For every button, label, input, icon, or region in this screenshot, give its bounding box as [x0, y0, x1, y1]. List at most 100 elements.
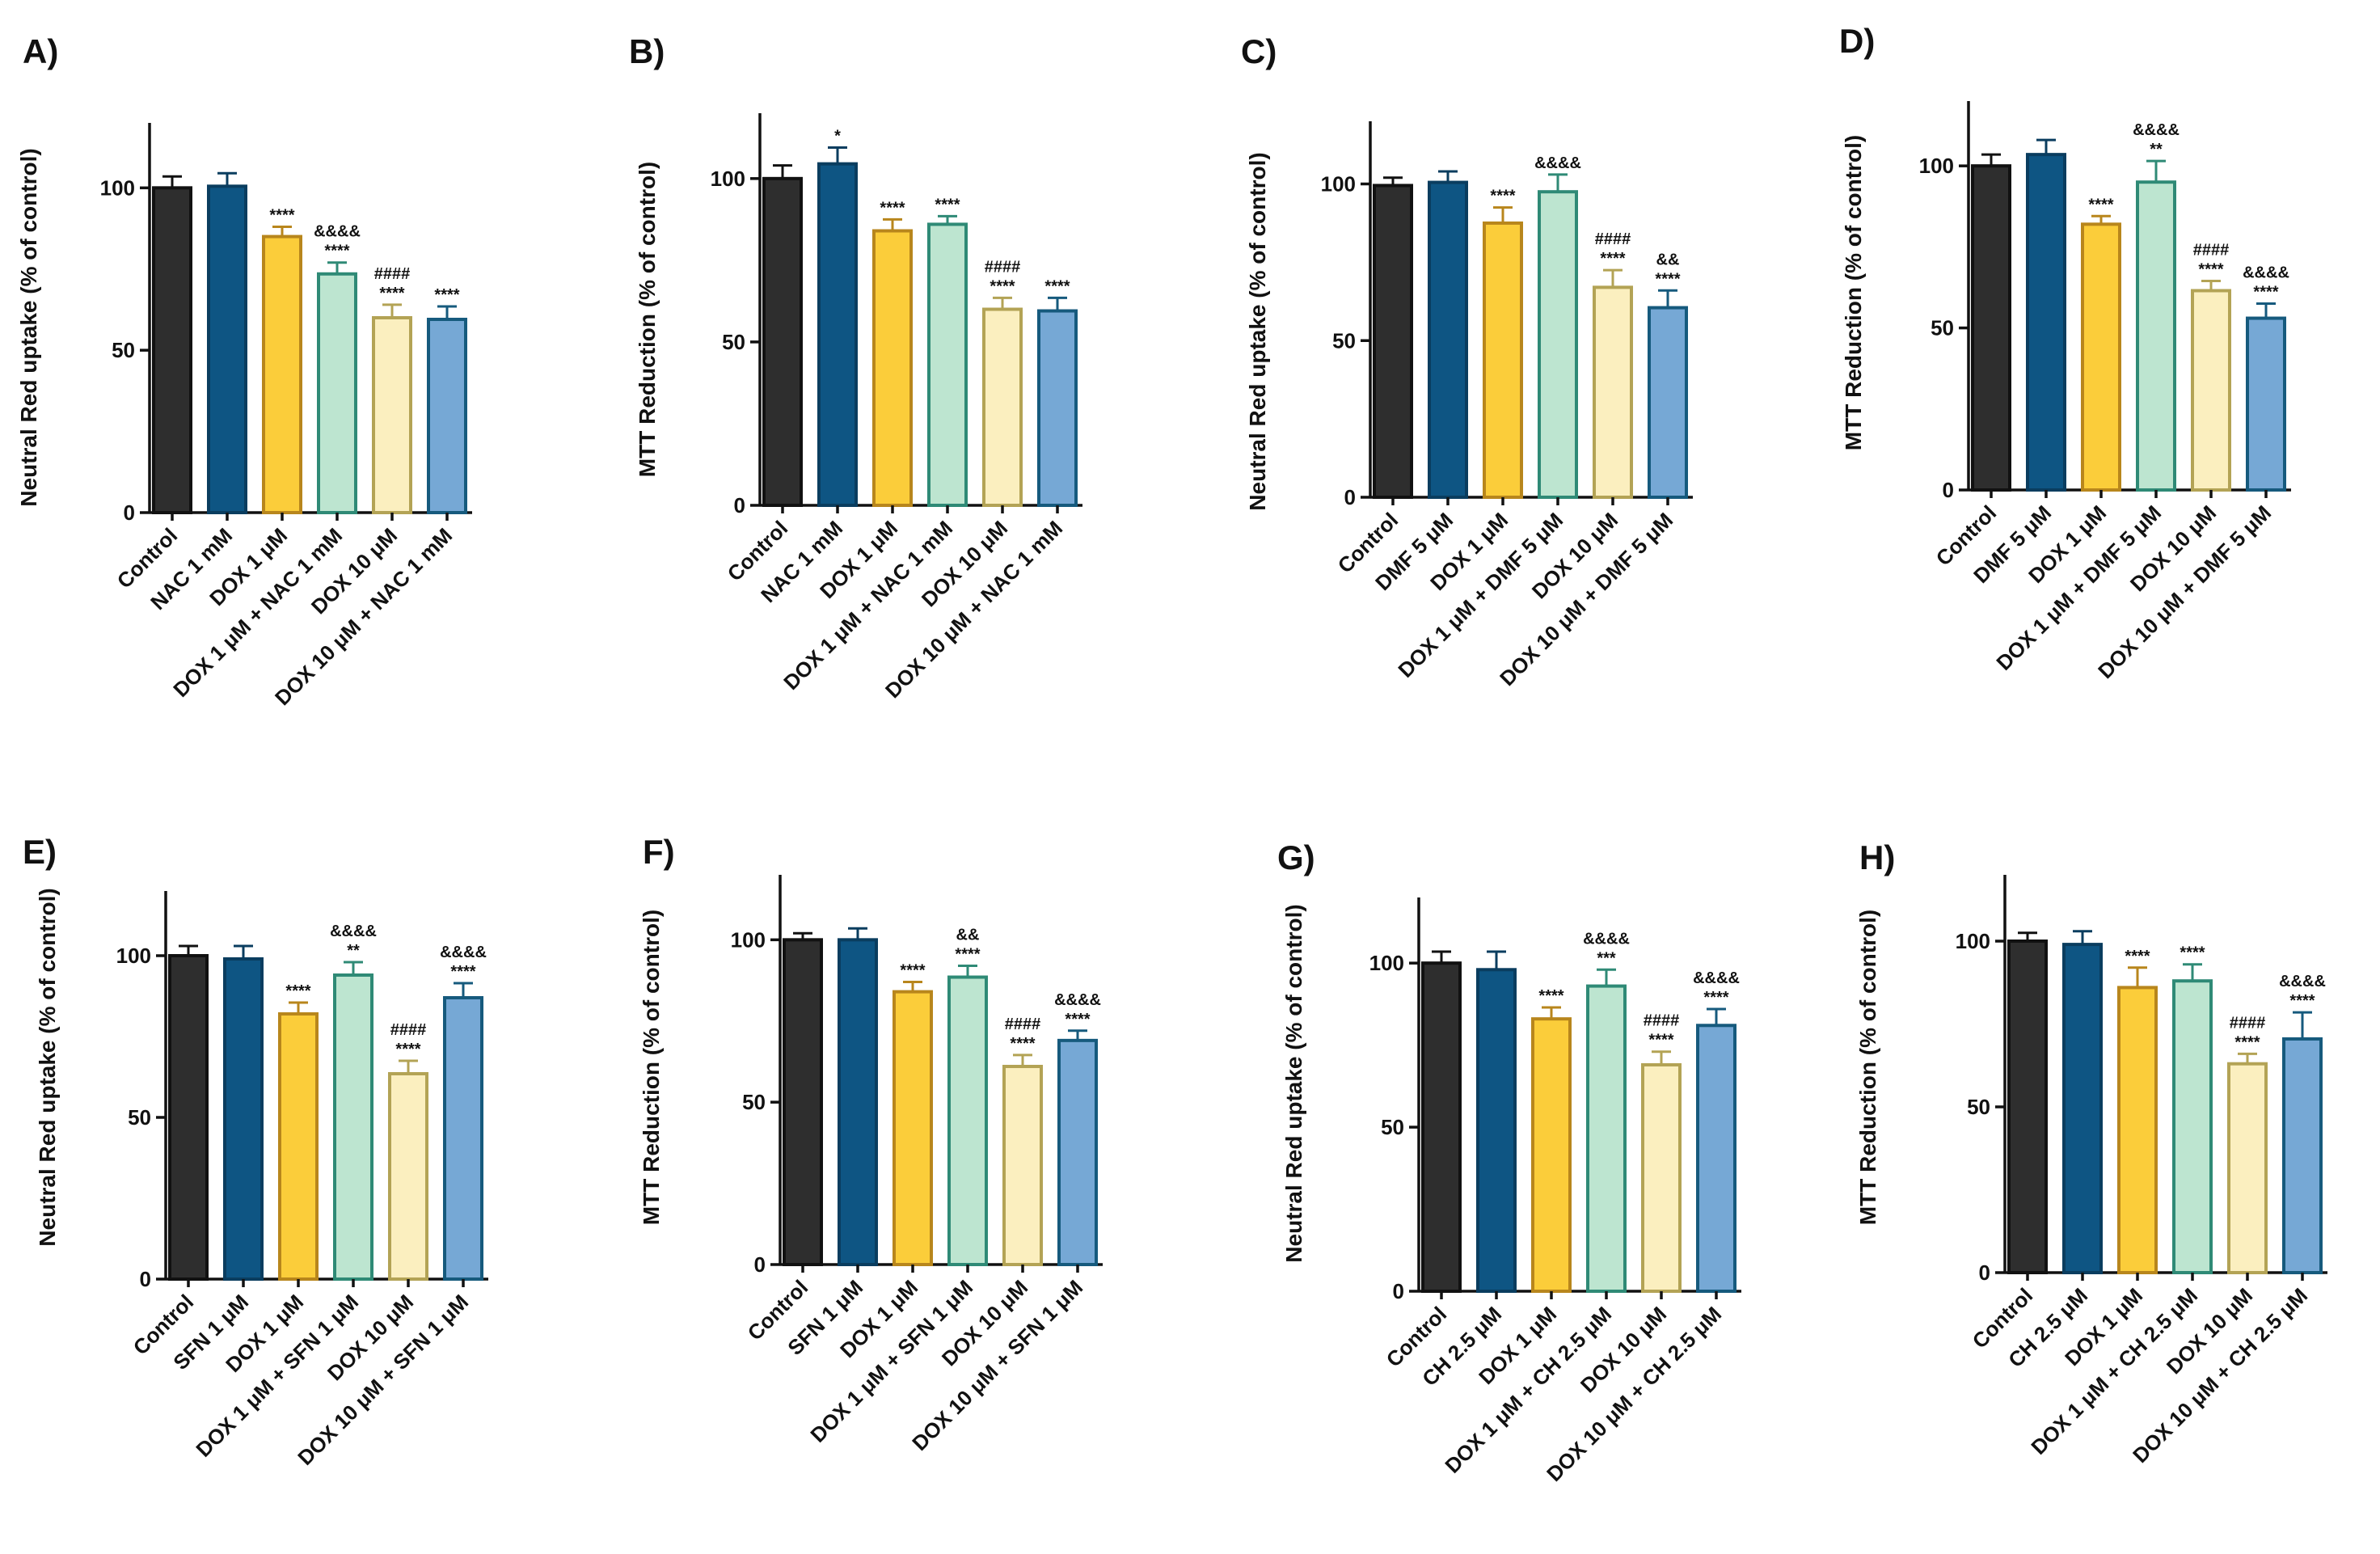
- panel-label: A): [23, 32, 58, 70]
- y-axis-title: MTT Reduction (% of control): [639, 910, 664, 1225]
- significance-marker: ****: [450, 963, 475, 981]
- significance-marker: ####: [1005, 1016, 1041, 1033]
- y-axis-title: Neutral Red uptake (% of control): [1281, 904, 1306, 1262]
- panel-label: G): [1277, 838, 1315, 876]
- bar: [278, 1012, 319, 1281]
- significance-marker: ****: [269, 207, 294, 225]
- significance-marker: ****: [2180, 944, 2205, 962]
- y-tick-label: 0: [1344, 485, 1356, 509]
- bar: [838, 938, 878, 1267]
- significance-marker: ****: [434, 286, 459, 304]
- panel-label: E): [23, 833, 57, 871]
- bar: [2282, 1037, 2323, 1274]
- y-tick-label: 0: [124, 500, 135, 525]
- bar: [892, 990, 933, 1266]
- significance-marker: &&&&: [1054, 991, 1101, 1009]
- significance-marker: ****: [935, 196, 960, 213]
- bar: [333, 973, 373, 1281]
- y-axis-title: Neutral Red uptake (% of control): [35, 888, 60, 1246]
- significance-marker: ****: [955, 945, 980, 963]
- y-tick-label: 100: [100, 175, 135, 200]
- significance-marker: *: [834, 127, 841, 145]
- bar: [1476, 968, 1517, 1293]
- significance-marker: ****: [1703, 989, 1728, 1007]
- bar: [223, 957, 264, 1281]
- panel-label: C): [1241, 32, 1277, 70]
- significance-marker: &&&&: [330, 923, 377, 940]
- bar: [1057, 1038, 1098, 1266]
- y-tick-label: 0: [1393, 1279, 1404, 1303]
- significance-marker: ####: [985, 258, 1021, 276]
- significance-marker: &&&&: [440, 944, 487, 961]
- bar: [262, 234, 302, 514]
- significance-marker: ***: [1597, 949, 1616, 967]
- bar: [2246, 316, 2286, 492]
- significance-marker: ****: [880, 199, 905, 217]
- bar: [982, 307, 1023, 507]
- y-tick-label: 50: [128, 1105, 151, 1130]
- significance-marker: ****: [324, 243, 349, 260]
- bar: [388, 1072, 428, 1281]
- y-tick-label: 100: [711, 167, 745, 191]
- y-tick-label: 50: [1931, 316, 1954, 340]
- y-tick-label: 50: [722, 330, 745, 354]
- bar: [947, 975, 988, 1267]
- bar: [1586, 984, 1627, 1293]
- significance-marker: ****: [2198, 260, 2223, 278]
- bar: [1531, 1017, 1572, 1293]
- bar: [1648, 306, 1688, 499]
- significance-marker: ####: [2230, 1014, 2266, 1032]
- bar: [207, 184, 247, 514]
- significance-marker: ****: [1065, 1011, 1090, 1028]
- bar: [317, 272, 357, 514]
- bar: [1002, 1064, 1043, 1266]
- bar: [443, 996, 483, 1281]
- y-tick-label: 100: [1321, 172, 1356, 196]
- significance-marker: &&&&: [2243, 264, 2289, 282]
- significance-marker: **: [347, 942, 360, 960]
- significance-marker: ####: [1595, 230, 1631, 248]
- panel-label: B): [629, 32, 665, 70]
- bar: [1373, 184, 1413, 499]
- significance-marker: ####: [1644, 1012, 1680, 1030]
- bar: [1483, 221, 1523, 499]
- significance-marker: ****: [990, 277, 1015, 295]
- bar: [1593, 285, 1633, 499]
- bar: [2007, 940, 2048, 1274]
- bar: [872, 229, 913, 507]
- y-tick-label: 50: [1967, 1095, 1990, 1119]
- significance-marker: ****: [1600, 250, 1625, 268]
- y-tick-label: 0: [140, 1267, 151, 1291]
- bar: [1641, 1062, 1682, 1293]
- y-tick-label: 50: [742, 1090, 766, 1114]
- significance-marker: **: [2150, 141, 2163, 158]
- significance-marker: ****: [2125, 948, 2150, 965]
- bar: [2136, 180, 2176, 492]
- bar: [2227, 1062, 2268, 1274]
- bar: [2172, 979, 2213, 1274]
- significance-marker: ****: [2289, 992, 2315, 1010]
- bar: [927, 222, 968, 507]
- significance-marker: ****: [1490, 188, 1515, 205]
- significance-marker: ####: [390, 1021, 427, 1039]
- panel-label: D): [1839, 22, 1875, 60]
- y-tick-label: 100: [1919, 154, 1954, 178]
- significance-marker: ****: [2234, 1033, 2260, 1051]
- y-axis-title: Neutral Red uptake (% of control): [16, 148, 41, 506]
- bar: [2062, 943, 2103, 1274]
- y-tick-label: 0: [754, 1252, 766, 1277]
- bar: [1538, 190, 1578, 499]
- y-tick-label: 0: [1979, 1261, 1990, 1285]
- significance-marker: ####: [374, 265, 411, 283]
- significance-marker: ****: [1044, 277, 1070, 295]
- y-tick-label: 50: [1381, 1115, 1404, 1139]
- significance-marker: ****: [395, 1041, 420, 1058]
- significance-marker: ****: [2253, 284, 2278, 302]
- significance-marker: &&&&: [1583, 930, 1630, 948]
- bar: [1696, 1024, 1736, 1294]
- y-tick-label: 100: [1956, 929, 1990, 953]
- y-axis-title: MTT Reduction (% of control): [1841, 135, 1866, 450]
- y-tick-label: 100: [1369, 951, 1404, 975]
- bar: [372, 316, 412, 514]
